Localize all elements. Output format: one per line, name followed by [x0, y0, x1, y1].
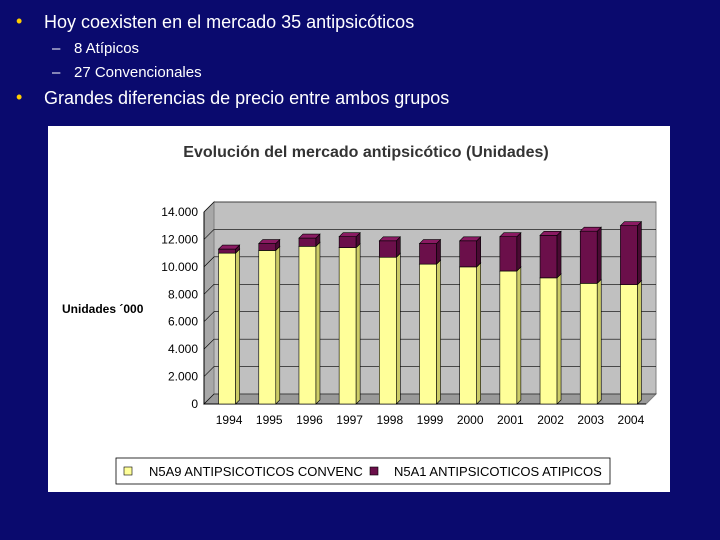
bar-conv	[620, 284, 638, 405]
bullet-dot-icon: •	[16, 87, 23, 107]
y-axis-label: Unidades ´000	[62, 302, 144, 316]
bar-conv	[419, 263, 437, 405]
bar-atip-top	[579, 226, 602, 232]
bar-atip-top	[258, 239, 281, 244]
plot-side-wall	[203, 200, 215, 406]
bar-atip	[459, 240, 477, 268]
bar-atip	[620, 225, 638, 285]
y-tick-label: 2.000	[168, 370, 198, 384]
dash-icon: –	[52, 40, 61, 57]
y-tick-label: 14.000	[161, 205, 198, 219]
bar-conv-side	[355, 242, 361, 405]
bar-conv-side	[275, 245, 281, 405]
legend-label-conv: N5A9 ANTIPSICOTICOS CONVENC	[149, 464, 363, 479]
plot-area: 0 2.000 4.000 6.000 8.000 10.000 12.000 14.000 1…	[115, 200, 658, 485]
bar-atip-side	[596, 226, 602, 285]
bar-atip	[298, 237, 317, 247]
x-tick-label: 2002	[537, 413, 564, 427]
bar-atip-top	[298, 233, 321, 239]
bar-atip-top	[499, 232, 522, 237]
bar-atip-top	[458, 236, 482, 242]
x-tick-label: 1994	[216, 413, 243, 427]
bar-atip	[539, 235, 558, 279]
bar-conv-side	[476, 262, 481, 405]
bar-atip	[499, 236, 518, 272]
bar-atip-side	[476, 236, 481, 268]
x-tick-label: 1997	[336, 413, 363, 427]
x-tick-label: 2001	[497, 413, 524, 427]
bar-atip	[579, 230, 598, 284]
x-tick-label: 2000	[457, 413, 484, 427]
bar-conv-side	[516, 266, 522, 405]
x-tick-label: 1995	[256, 413, 283, 427]
bar-atip-side	[556, 230, 562, 279]
x-tick-label: 1998	[376, 413, 403, 427]
bar-atip	[419, 243, 437, 265]
bar-atip-top	[378, 236, 402, 242]
y-tick-label: 0	[191, 397, 198, 411]
bar-atip	[338, 236, 357, 248]
bar-conv	[298, 245, 317, 405]
bar-conv-side	[596, 278, 602, 405]
bar-conv-side	[637, 279, 642, 405]
bullet-1-text: Hoy coexisten en el mercado 35 antipsicó…	[44, 12, 415, 32]
legend-label-atip: N5A1 ANTIPSICOTICOS ATIPICOS	[394, 464, 602, 479]
bar-atip-top	[539, 231, 562, 236]
bar-conv	[499, 270, 518, 405]
sub-bullet-1-text: 8 Atípicos	[74, 40, 140, 57]
bar-conv	[258, 250, 277, 405]
y-tick-label: 8.000	[168, 287, 198, 301]
bar-atip-top	[217, 244, 241, 250]
bullet-2: • Grandes diferencias de precio entre am…	[16, 87, 450, 109]
y-tick-label: 10.000	[161, 260, 198, 274]
y-tick-label: 12.000	[161, 232, 198, 246]
bar-atip	[218, 248, 236, 254]
gridline	[203, 229, 656, 240]
bar-conv	[218, 252, 236, 405]
x-tick-label: 1996	[296, 413, 323, 427]
bar-conv-side	[436, 259, 441, 405]
legend-box	[115, 457, 611, 485]
legend-swatch-conv	[123, 466, 133, 476]
bullet-1: • Hoy coexisten en el mercado 35 antipsi…	[16, 11, 415, 33]
sub-bullet-2: – 27 Convencionales	[52, 64, 202, 81]
chart-title: Evolución del mercado antipsicótico (Uni…	[183, 144, 548, 161]
bullet-dot-icon: •	[16, 11, 23, 31]
bar-conv-side	[315, 241, 321, 405]
gridline	[203, 201, 656, 213]
legend-swatch-atip	[369, 466, 379, 476]
bar-conv-side	[396, 252, 401, 405]
bar-atip	[379, 240, 397, 258]
bar-conv	[579, 283, 598, 405]
bar-atip	[258, 243, 277, 251]
y-tick-label: 6.000	[168, 315, 198, 329]
bar-conv-side	[556, 273, 562, 405]
bar-conv	[459, 266, 477, 405]
x-tick-label: 1999	[417, 413, 444, 427]
bar-atip-top	[338, 232, 361, 237]
bar-chart: Evolución del mercado antipsicótico (Uni…	[62, 144, 658, 485]
x-tick-label: 2003	[577, 413, 604, 427]
bar-conv	[338, 247, 357, 405]
x-tick-label: 2004	[618, 413, 645, 427]
y-tick-label: 4.000	[168, 342, 198, 356]
dash-icon: –	[52, 64, 61, 81]
bar-conv	[379, 256, 397, 405]
bar-atip-side	[637, 220, 642, 286]
bar-conv-side	[235, 248, 240, 405]
sub-bullet-2-text: 27 Convencionales	[74, 64, 202, 81]
chart-panel: Evolución del mercado antipsicótico (Uni…	[48, 126, 670, 492]
bar-conv	[539, 277, 558, 405]
bar-atip-side	[516, 231, 522, 272]
bullet-2-text: Grandes diferencias de precio entre ambo…	[44, 88, 450, 108]
bar-atip-top	[418, 239, 442, 244]
sub-bullet-1: – 8 Atípicos	[52, 40, 140, 57]
bar-atip-top	[619, 221, 643, 227]
